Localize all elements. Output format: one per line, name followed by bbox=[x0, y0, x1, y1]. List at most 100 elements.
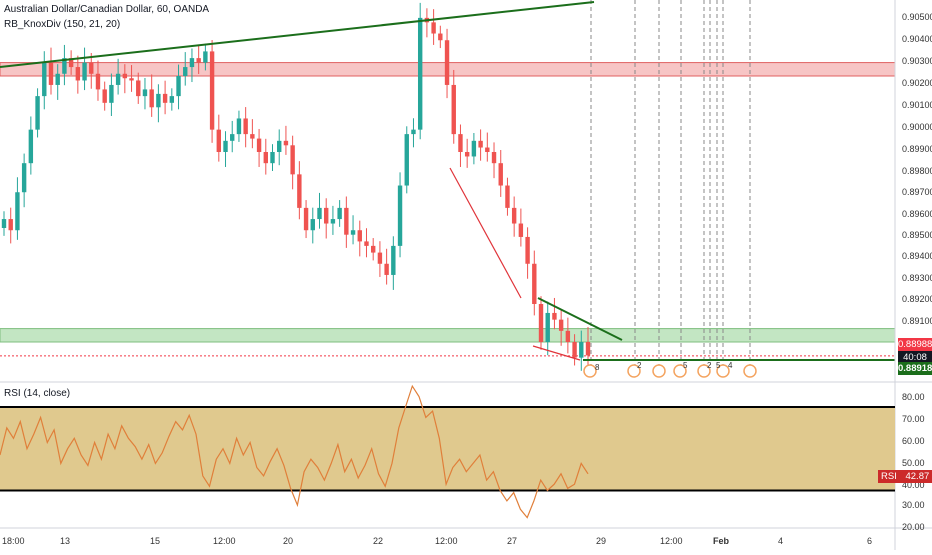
candle-body bbox=[216, 129, 222, 152]
candle-body bbox=[8, 219, 13, 231]
candle-body bbox=[565, 330, 571, 342]
rsi-axis[interactable]: 80.00 70.00 60.00 50.00 40.00 30.00 20.0… bbox=[902, 392, 925, 532]
candle-body bbox=[290, 145, 295, 175]
candle-body bbox=[471, 140, 477, 157]
rsi-tag-value: 42.87 bbox=[905, 471, 930, 482]
price-tick: 0.89300 bbox=[902, 273, 932, 283]
price-tick: 0.89600 bbox=[902, 209, 932, 219]
ca-flag-icon[interactable] bbox=[743, 364, 757, 378]
event-count: 4 bbox=[728, 361, 733, 370]
candle-body bbox=[243, 118, 248, 135]
time-tick: 12:00 bbox=[435, 536, 458, 546]
candle-body bbox=[28, 129, 34, 164]
candle-body bbox=[397, 185, 403, 246]
candle-body bbox=[485, 147, 490, 152]
ca-flag-icon[interactable] bbox=[697, 364, 711, 378]
candle-body bbox=[250, 134, 255, 139]
candle-body bbox=[283, 140, 289, 146]
price-axis[interactable]: 0.90500 0.90400 0.90300 0.90200 0.90100 … bbox=[902, 12, 932, 326]
candle-body bbox=[203, 51, 208, 63]
candle-body bbox=[377, 252, 383, 264]
countdown-tag: 40:08 bbox=[898, 351, 932, 364]
candle-body bbox=[236, 118, 242, 135]
event-icons[interactable]: 8 2 5 2 5 4 bbox=[583, 361, 757, 378]
time-tick: 12:00 bbox=[213, 536, 236, 546]
event-count: 2 bbox=[637, 361, 642, 370]
candle-body bbox=[1, 219, 7, 228]
candle-body bbox=[176, 76, 181, 97]
candle-body bbox=[109, 84, 114, 103]
candle-body bbox=[464, 152, 470, 157]
candle-body bbox=[538, 304, 544, 342]
candle-body bbox=[552, 312, 557, 320]
candle-body bbox=[35, 96, 40, 130]
candle-body bbox=[149, 89, 154, 108]
indicator-title[interactable]: RB_KnoxDiv (150, 21, 20) bbox=[4, 19, 121, 30]
au-flag-icon[interactable] bbox=[583, 364, 597, 378]
price-tick: 0.89200 bbox=[902, 294, 932, 304]
candle-body bbox=[357, 230, 362, 242]
time-tick: 15 bbox=[150, 536, 160, 546]
candle-body bbox=[532, 263, 537, 304]
candle-body bbox=[169, 96, 175, 103]
time-tick: 12:00 bbox=[660, 536, 683, 546]
candle-body bbox=[370, 245, 376, 253]
symbol-title[interactable]: Australian Dollar/Canadian Dollar, 60, O… bbox=[4, 4, 210, 15]
candle-body bbox=[15, 192, 20, 231]
candle-body bbox=[21, 163, 27, 193]
candle-body bbox=[270, 152, 275, 164]
candle-body bbox=[411, 129, 416, 135]
rsi-tick: 20.00 bbox=[902, 522, 925, 532]
candle-body bbox=[511, 207, 517, 224]
candle-body bbox=[491, 152, 497, 164]
candle-body bbox=[558, 319, 564, 331]
rsi-tick: 80.00 bbox=[902, 392, 925, 402]
rsi-tick: 70.00 bbox=[902, 414, 925, 424]
rsi-tick: 30.00 bbox=[902, 500, 925, 510]
candle-body bbox=[498, 163, 503, 186]
candle-body bbox=[263, 152, 268, 164]
candle-body bbox=[337, 207, 342, 220]
candle-body bbox=[102, 89, 107, 103]
time-tick: 13 bbox=[60, 536, 70, 546]
candle-body bbox=[330, 219, 336, 224]
rsi-title[interactable]: RSI (14, close) bbox=[4, 388, 71, 399]
price-tick: 0.90500 bbox=[902, 12, 932, 22]
candle-body bbox=[344, 207, 349, 235]
candle-body bbox=[156, 93, 161, 108]
candle-body bbox=[95, 73, 101, 90]
candle-body bbox=[317, 207, 322, 220]
candle-body bbox=[142, 89, 148, 97]
candle-body bbox=[438, 33, 443, 41]
upper-trendline[interactable] bbox=[0, 1, 595, 68]
time-axis[interactable]: 18:00 13 15 12:00 20 22 12:00 27 29 12:0… bbox=[2, 536, 872, 546]
candle-body bbox=[478, 140, 483, 148]
candle-body bbox=[89, 62, 94, 74]
ca-flag-icon[interactable] bbox=[652, 364, 666, 378]
candle-body bbox=[417, 17, 423, 130]
au-flag-icon[interactable] bbox=[673, 364, 687, 378]
candle-body bbox=[48, 62, 54, 85]
time-tick: 4 bbox=[778, 536, 783, 546]
rsi-tag-label: RSI bbox=[881, 471, 897, 482]
candle-body bbox=[384, 263, 389, 275]
wedge-upper-trendline[interactable] bbox=[537, 297, 623, 341]
candles bbox=[1, 2, 591, 371]
candle-body bbox=[42, 62, 47, 97]
event-count: 5 bbox=[716, 361, 721, 370]
event-count: 8 bbox=[595, 363, 600, 372]
time-tick: 27 bbox=[507, 536, 517, 546]
time-tick: 18:00 bbox=[2, 536, 25, 546]
rsi-line bbox=[0, 384, 589, 519]
au-flag-icon[interactable] bbox=[716, 364, 730, 378]
divergence-line-2 bbox=[532, 345, 581, 361]
candle-body bbox=[525, 236, 530, 264]
time-tick: 20 bbox=[283, 536, 293, 546]
candle-body bbox=[444, 40, 450, 85]
candle-body bbox=[122, 73, 128, 79]
candle-body bbox=[585, 342, 591, 356]
au-flag-icon[interactable] bbox=[627, 364, 641, 378]
candle-body bbox=[256, 138, 262, 152]
